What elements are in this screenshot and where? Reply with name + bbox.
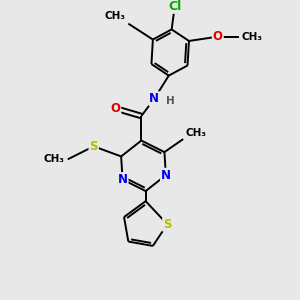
Text: N: N: [118, 173, 128, 186]
Text: H: H: [167, 96, 175, 106]
Text: O: O: [110, 102, 120, 115]
Text: O: O: [213, 30, 223, 43]
Text: N: N: [161, 169, 171, 182]
Text: S: S: [89, 140, 98, 153]
Text: CH₃: CH₃: [43, 154, 64, 164]
Text: CH₃: CH₃: [242, 32, 263, 42]
Text: CH₃: CH₃: [104, 11, 125, 21]
Text: CH₃: CH₃: [185, 128, 206, 138]
Text: N: N: [149, 92, 159, 105]
Text: S: S: [163, 218, 172, 231]
Text: Cl: Cl: [168, 0, 181, 13]
